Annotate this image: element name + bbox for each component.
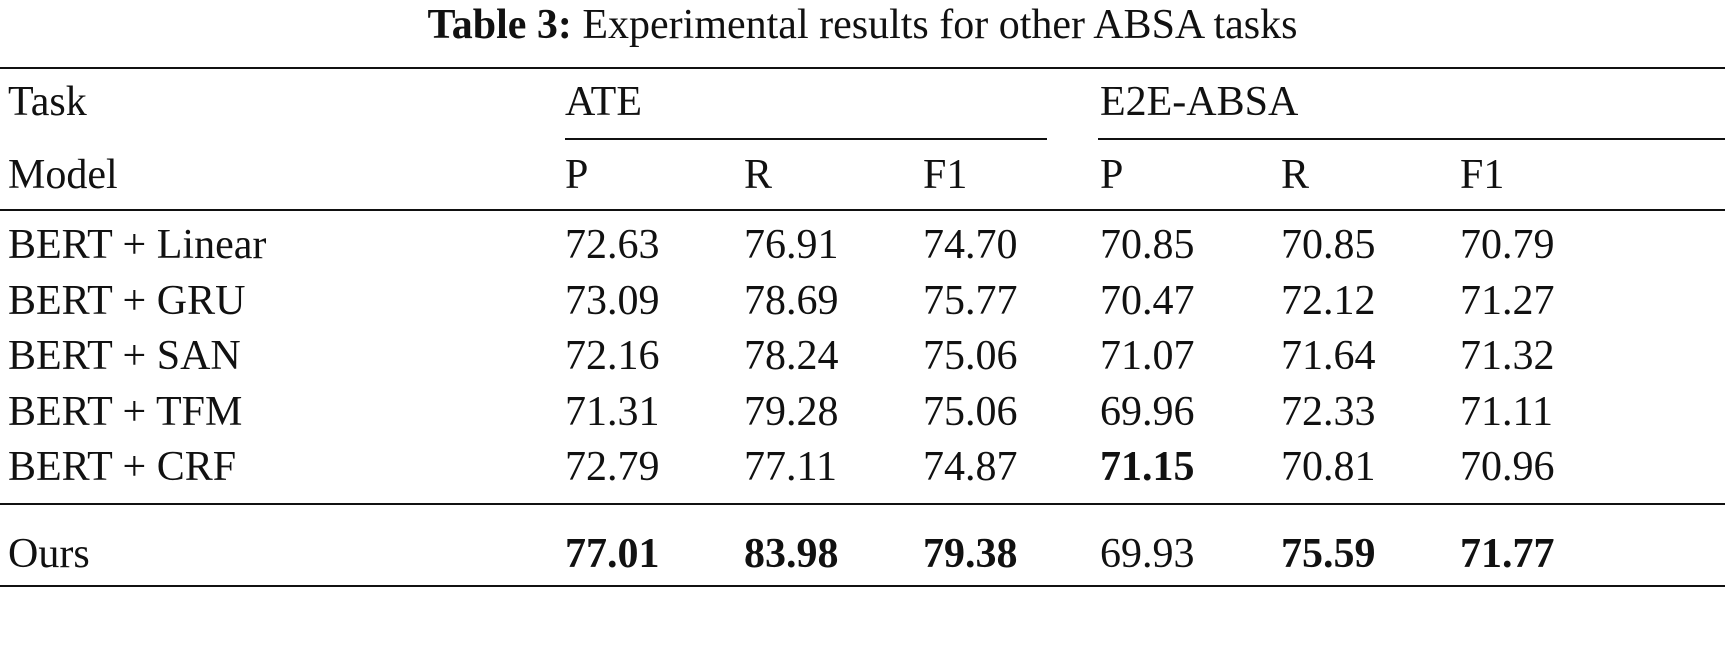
row-value: 76.91 [744, 222, 839, 268]
row-value-best: 79.38 [923, 531, 1018, 577]
row-value: 70.81 [1281, 444, 1376, 490]
row-value: 72.33 [1281, 389, 1376, 435]
row-value: 71.07 [1100, 333, 1195, 379]
row-value: 70.79 [1460, 222, 1555, 268]
row-value-best: 71.77 [1460, 531, 1555, 577]
column-header-e2e-f1: F1 [1460, 152, 1505, 198]
row-value: 73.09 [565, 278, 660, 324]
row-value: 78.69 [744, 278, 839, 324]
column-header-ate-r: R [744, 152, 773, 198]
row-value: 69.93 [1100, 531, 1195, 577]
e2e-group-rule [1098, 138, 1725, 140]
row-value: 78.24 [744, 333, 839, 379]
group-header-ate: ATE [565, 79, 642, 125]
row-value: 75.77 [923, 278, 1018, 324]
table-caption: Table 3: Experimental results for other … [0, 0, 1725, 50]
row-value: 74.70 [923, 222, 1018, 268]
row-value: 72.16 [565, 333, 660, 379]
row-model: BERT + Linear [8, 222, 267, 268]
row-value: 69.96 [1100, 389, 1195, 435]
header-rule [0, 209, 1725, 211]
row-value-best: 71.15 [1100, 444, 1195, 490]
bottom-rule [0, 585, 1725, 587]
row-value-best: 83.98 [744, 531, 839, 577]
row-value: 72.79 [565, 444, 660, 490]
row-value: 71.64 [1281, 333, 1376, 379]
row-value: 72.12 [1281, 278, 1376, 324]
group-header-e2e-absa: E2E-ABSA [1100, 79, 1299, 125]
column-header-e2e-p: P [1100, 152, 1124, 198]
row-value: 70.85 [1100, 222, 1195, 268]
row-model: BERT + SAN [8, 333, 241, 379]
column-header-ate-f1: F1 [923, 152, 968, 198]
row-model: Ours [8, 531, 90, 577]
top-rule [0, 67, 1725, 69]
row-value: 71.32 [1460, 333, 1555, 379]
row-value-best: 77.01 [565, 531, 660, 577]
row-value: 74.87 [923, 444, 1018, 490]
row-value: 75.06 [923, 389, 1018, 435]
row-value: 72.63 [565, 222, 660, 268]
ate-group-rule [565, 138, 1047, 140]
task-header: Task [8, 79, 87, 125]
row-model: BERT + CRF [8, 444, 237, 490]
row-model: BERT + GRU [8, 278, 246, 324]
row-value-best: 75.59 [1281, 531, 1376, 577]
column-header-e2e-r: R [1281, 152, 1310, 198]
row-value: 77.11 [744, 444, 837, 490]
row-value: 71.11 [1460, 389, 1553, 435]
row-value: 75.06 [923, 333, 1018, 379]
column-header-ate-p: P [565, 152, 589, 198]
row-value: 79.28 [744, 389, 839, 435]
row-value: 71.27 [1460, 278, 1555, 324]
row-value: 70.85 [1281, 222, 1376, 268]
row-value: 70.96 [1460, 444, 1555, 490]
model-header: Model [8, 152, 118, 198]
caption-label: Table 3: [427, 2, 572, 48]
body-rule [0, 503, 1725, 505]
row-model: BERT + TFM [8, 389, 243, 435]
row-value: 70.47 [1100, 278, 1195, 324]
caption-text: Experimental results for other ABSA task… [582, 2, 1298, 48]
row-value: 71.31 [565, 389, 660, 435]
